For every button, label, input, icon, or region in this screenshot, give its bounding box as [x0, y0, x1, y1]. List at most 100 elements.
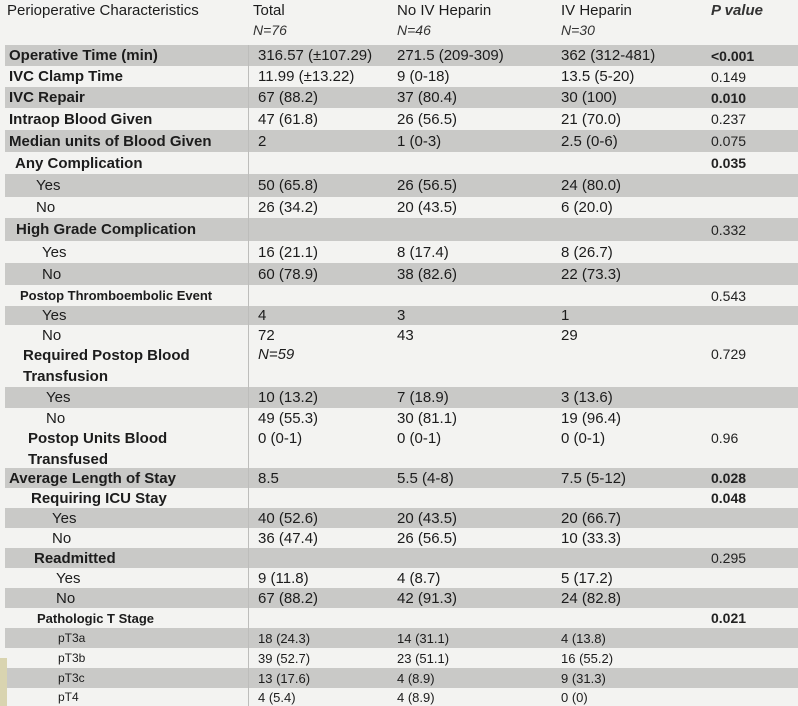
header-characteristic: Perioperative Characteristics: [7, 2, 199, 19]
cell-no-iv: 1 (0-3): [397, 132, 442, 150]
cell-total: 16 (21.1): [258, 243, 319, 261]
row-sublabel: pT3a: [58, 631, 86, 645]
cell-iv: 0 (0-1): [561, 430, 606, 447]
cell-iv: 2.5 (0-6): [561, 132, 618, 150]
cell-iv: 16 (55.2): [561, 650, 614, 666]
cell-no-iv: 43: [397, 326, 414, 344]
cell-total: 10 (13.2): [258, 389, 319, 406]
table-row: No 36 (47.4) 26 (56.5) 10 (33.3): [0, 528, 798, 548]
row-label: Intraop Blood Given: [9, 110, 153, 128]
row-sublabel: pT3b: [58, 651, 86, 665]
table-row: IVC Clamp Time 11.99 (±13.22) 9 (0-18) 13.5…: [0, 66, 798, 87]
cell-iv: 29: [561, 326, 578, 344]
p-value-cell: 0.237: [711, 111, 747, 127]
row-label: Postop Units Blood Transfused: [28, 430, 168, 468]
cell-total: 67 (88.2): [258, 89, 319, 106]
cell-total: 72: [258, 326, 275, 344]
cell-iv: 3 (13.6): [561, 389, 613, 406]
cell-iv: 19 (96.4): [561, 409, 622, 427]
cell-no-iv: 26 (56.5): [397, 177, 458, 194]
table-row: Yes 40 (52.6) 20 (43.5) 20 (66.7): [0, 508, 798, 528]
table-row: Pathologic T Stage 0.021: [0, 608, 798, 628]
cell-no-iv: 7 (18.9): [397, 389, 449, 406]
cell-iv: 6 (20.0): [561, 199, 613, 216]
p-value-cell: 0.96: [711, 430, 739, 446]
cell-total: 9 (11.8): [258, 569, 309, 587]
row-label: Operative Time (min): [9, 47, 158, 64]
cell-iv: 22 (73.3): [561, 265, 622, 283]
table-row: Requiring ICU Stay 0.048: [0, 488, 798, 508]
table-row: No 60 (78.9) 38 (82.6) 22 (73.3): [0, 263, 798, 285]
cell-total: 4: [258, 307, 267, 324]
cell-iv: 10 (33.3): [561, 529, 622, 547]
cell-no-iv: 20 (43.5): [397, 199, 458, 216]
cell-no-iv: 4 (8.9): [397, 670, 435, 686]
cell-no-iv: 42 (91.3): [397, 589, 458, 607]
table-row: Postop Thromboembolic Event 0.543: [0, 285, 798, 306]
table-row: No 26 (34.2) 20 (43.5) 6 (20.0): [0, 197, 798, 218]
cell-iv: 5 (17.2): [561, 569, 613, 587]
cell-total: 2: [258, 132, 267, 150]
p-value-cell: 0.010: [711, 89, 747, 106]
cell-no-iv: 26 (56.5): [397, 529, 458, 547]
cell-no-iv: 23 (51.1): [397, 650, 450, 666]
cell-iv: 9 (31.3): [561, 670, 606, 686]
row-label: Pathologic T Stage: [37, 610, 155, 626]
cell-no-iv: 0 (0-1): [397, 430, 442, 447]
row-label: Median units of Blood Given: [9, 132, 212, 150]
table-row: pT3b 39 (52.7) 23 (51.1) 16 (55.2): [0, 648, 798, 668]
header-total: Total: [253, 2, 285, 19]
cell-iv: 8 (26.7): [561, 243, 613, 261]
p-value-cell: 0.048: [711, 490, 747, 506]
table-row: No 49 (55.3) 30 (81.1) 19 (96.4): [0, 408, 798, 428]
header-no-iv-n: N=46: [397, 22, 431, 38]
table-row: IVC Repair 67 (88.2) 37 (80.4) 30 (100) 0.01…: [0, 87, 798, 108]
cell-no-iv: 4 (8.7): [397, 569, 441, 587]
cell-no-iv: 9 (0-18): [397, 68, 450, 85]
cell-no-iv: 38 (82.6): [397, 265, 458, 283]
cell-iv: 20 (66.7): [561, 509, 622, 527]
table-row: Postop Units Blood Transfused 0 (0-1) 0 (0…: [0, 428, 798, 468]
table-row: Yes 16 (21.1) 8 (17.4) 8 (26.7): [0, 241, 798, 263]
p-value-cell: 0.028: [711, 470, 747, 486]
row-label: Postop Thromboembolic Event: [20, 288, 213, 303]
row-label: Any Complication: [15, 154, 143, 172]
cell-iv: 1: [561, 307, 570, 324]
cell-total: 13 (17.6): [258, 670, 311, 686]
cell-total: N=59: [258, 346, 295, 363]
p-value-cell: 0.075: [711, 133, 747, 149]
cell-total: 40 (52.6): [258, 509, 319, 527]
cell-no-iv: 3: [397, 307, 406, 324]
cell-total: 67 (88.2): [258, 589, 319, 607]
table-row: High Grade Complication 0.332: [0, 218, 798, 241]
row-label: Readmitted: [34, 549, 116, 567]
row-label: Average Length of Stay: [9, 469, 176, 487]
header-no-iv-heparin: No IV Heparin: [397, 2, 492, 19]
cell-iv: 21 (70.0): [561, 110, 622, 128]
p-value-cell: <0.001: [711, 47, 755, 64]
table-row: Yes 10 (13.2) 7 (18.9) 3 (13.6): [0, 387, 798, 408]
cell-total: 60 (78.9): [258, 265, 319, 283]
cell-total: 316.57 (±107.29): [258, 47, 373, 64]
cell-iv: 7.5 (5-12): [561, 469, 627, 487]
cell-iv: 24 (80.0): [561, 177, 622, 194]
row-sublabel: No: [56, 589, 76, 607]
p-value-cell: 0.149: [711, 68, 747, 85]
row-label: IVC Clamp Time: [9, 68, 123, 85]
row-sublabel: Yes: [42, 307, 67, 324]
p-value-cell: 0.729: [711, 346, 747, 362]
header-total-n: N=76: [253, 22, 287, 38]
header-p-value: P value: [711, 2, 763, 19]
cell-no-iv: 8 (17.4): [397, 243, 449, 261]
p-value-cell: 0.295: [711, 550, 747, 566]
table-row: Any Complication 0.035: [0, 152, 798, 174]
cell-no-iv: 30 (81.1): [397, 409, 458, 427]
table-row: Yes 9 (11.8) 4 (8.7) 5 (17.2): [0, 568, 798, 588]
row-sublabel: pT3c: [58, 671, 85, 685]
row-label: Requiring ICU Stay: [31, 489, 167, 507]
table-row: No 72 43 29: [0, 325, 798, 345]
photo-edge: [0, 658, 7, 706]
cell-no-iv: 26 (56.5): [397, 110, 458, 128]
cell-no-iv: 5.5 (4-8): [397, 469, 454, 487]
header-iv-heparin: IV Heparin: [561, 2, 632, 19]
